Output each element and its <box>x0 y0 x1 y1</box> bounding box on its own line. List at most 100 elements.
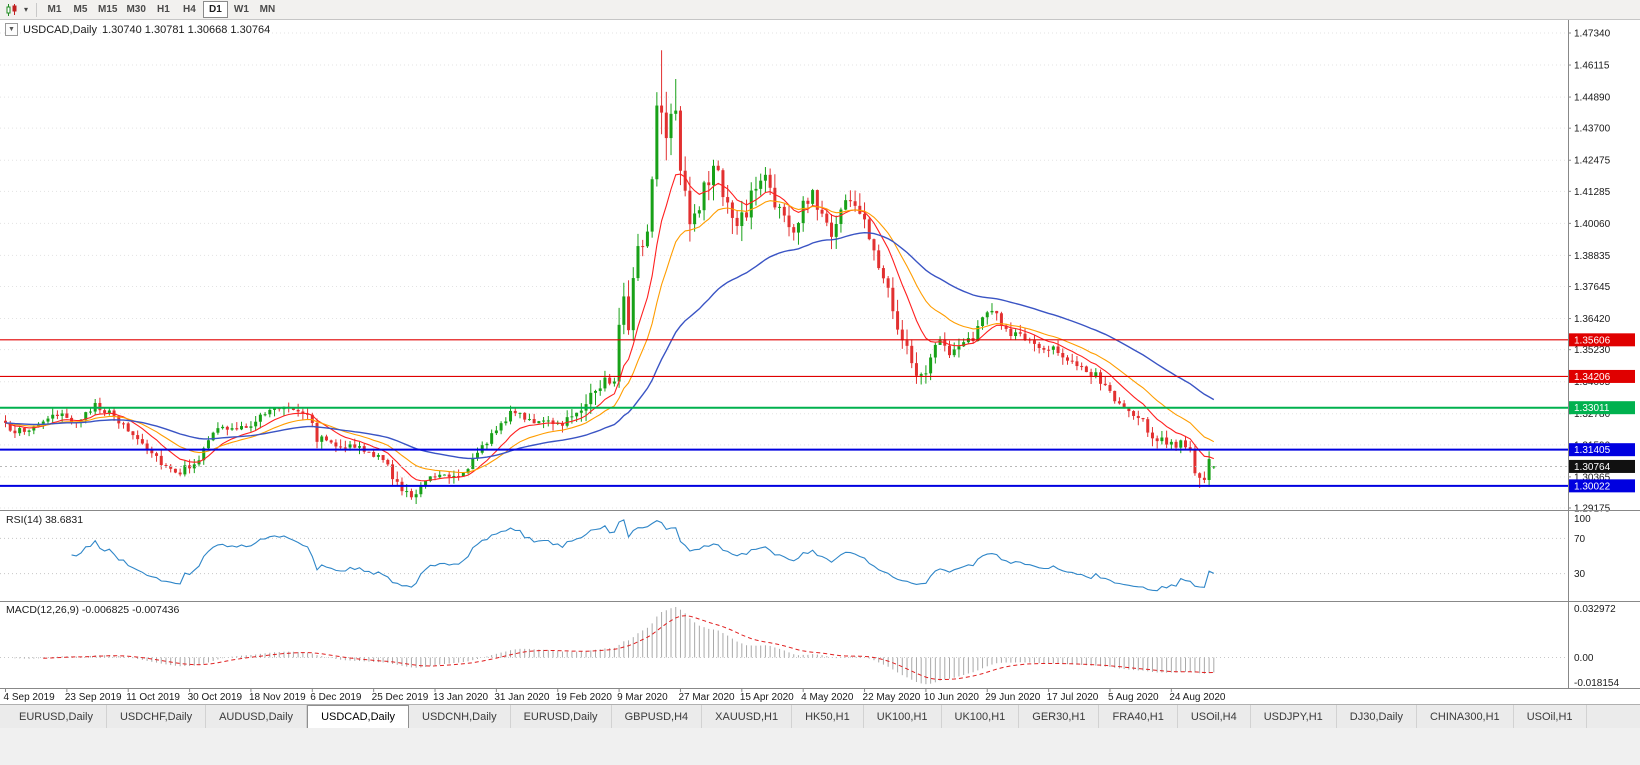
chart-tab-usoil-h4[interactable]: USOil,H4 <box>1177 705 1251 728</box>
timeframe-button-m15[interactable]: M15 <box>98 4 118 15</box>
chart-region: 1.47340 1.46115 1.44890 1.43700 1.42475 1.412… <box>0 20 1640 704</box>
chart-tab-usdcad-daily[interactable]: USDCAD,Daily <box>307 705 410 728</box>
price-axis-label: 1.38835 <box>1574 251 1611 262</box>
date-label: 15 Apr 2020 <box>740 692 794 703</box>
svg-text:1.31405: 1.31405 <box>1574 445 1611 456</box>
ma-fast-line <box>5 173 1215 482</box>
date-label: 5 Aug 2020 <box>1108 692 1159 703</box>
date-label: 18 Nov 2019 <box>249 692 306 703</box>
price-axis-label: 1.35230 <box>1574 345 1611 356</box>
toolbar-separator <box>36 2 37 17</box>
price-axis-label: 1.43700 <box>1574 124 1611 135</box>
macd-histogram <box>14 606 1215 685</box>
price-axis-label: 1.42475 <box>1574 156 1611 167</box>
one-click-trading-toggle[interactable]: ▼ <box>5 23 18 36</box>
date-label: 27 Mar 2020 <box>678 692 735 703</box>
chart-ohlc-values: 1.30740 1.30781 1.30668 1.30764 <box>101 23 271 36</box>
price-axis-label: 1.46115 <box>1574 61 1610 72</box>
svg-text:1.30022: 1.30022 <box>1574 481 1611 492</box>
chart-tabbar: EURUSD,Daily USDCHF,Daily AUDUSD,Daily USDC… <box>0 704 1640 728</box>
chart-tab-usdchf-daily[interactable]: USDCHF,Daily <box>106 705 207 728</box>
ma-mid-line <box>5 200 1215 474</box>
date-label: 17 Jul 2020 <box>1047 692 1099 703</box>
rsi-axis-label: 100 <box>1574 514 1591 525</box>
chart-tab-usdcnh-daily[interactable]: USDCNH,Daily <box>409 705 511 728</box>
candlestick-chart-icon <box>6 3 17 16</box>
chart-tab-fra40-h1[interactable]: FRA40,H1 <box>1099 705 1178 728</box>
svg-text:1.30764: 1.30764 <box>1574 462 1611 473</box>
price-badge: 1.30764 <box>1569 459 1635 473</box>
chart-tab-xauusd-h1[interactable]: XAUUSD,H1 <box>702 705 793 728</box>
price-axis-label: 1.41285 <box>1574 187 1611 198</box>
date-label: 13 Jan 2020 <box>433 692 488 703</box>
price-axis-label: 1.37645 <box>1574 282 1611 293</box>
chart-tab-audusd-daily[interactable]: AUDUSD,Daily <box>206 705 308 728</box>
timeframe-button-d1[interactable]: D1 <box>202 1 228 18</box>
chart-tab-hk50-h1[interactable]: HK50,H1 <box>792 705 864 728</box>
date-label: 4 Sep 2019 <box>4 692 56 703</box>
price-chart-canvas[interactable]: 1.47340 1.46115 1.44890 1.43700 1.42475 1.412… <box>0 20 1640 704</box>
date-label: 30 Oct 2019 <box>188 692 243 703</box>
price-grid: 1.47340 1.46115 1.44890 1.43700 1.42475 1.412… <box>0 29 1611 515</box>
rsi-axis-label: 70 <box>1574 534 1586 545</box>
price-axis-label: 1.30365 <box>1574 472 1611 483</box>
svg-text:1.33011: 1.33011 <box>1574 403 1610 414</box>
chart-tab-eurusd-daily[interactable]: EURUSD,Daily <box>6 705 107 728</box>
date-label: 23 Sep 2019 <box>65 692 122 703</box>
price-badge: 1.34206 <box>1569 369 1635 383</box>
date-label: 22 May 2020 <box>863 692 921 703</box>
timeframe-button-h1[interactable]: H1 <box>157 4 170 15</box>
status-strip <box>0 728 1640 765</box>
chart-tab-ger30-h1[interactable]: GER30,H1 <box>1019 705 1100 728</box>
date-label: 4 May 2020 <box>801 692 854 703</box>
chart-tab-dj30-daily[interactable]: DJ30,Daily <box>1336 705 1417 728</box>
price-badge: 1.30022 <box>1569 479 1635 493</box>
macd-axis-label: 0.00 <box>1574 653 1594 664</box>
chart-tab-usdjpy-h1[interactable]: USDJPY,H1 <box>1250 705 1337 728</box>
timeframe-toolbar: ▾ M1 M5 M15 M30 H1 H4 D1 W1 MN <box>0 0 1640 20</box>
macd-axis-label: 0.032972 <box>1574 604 1616 615</box>
price-axis-label: 1.44890 <box>1574 93 1611 104</box>
chart-tab-eurusd-daily[interactable]: EURUSD,Daily <box>510 705 612 728</box>
date-label: 29 Jun 2020 <box>985 692 1040 703</box>
timeframe-button-w1[interactable]: W1 <box>233 4 249 15</box>
macd-indicator-label: MACD(12,26,9) -0.006825 -0.007436 <box>6 604 180 616</box>
rsi-axis-label: 30 <box>1574 569 1586 580</box>
chart-symbol-period: USDCAD,Daily <box>23 23 97 36</box>
chart-tab-gbpusd-h4[interactable]: GBPUSD,H4 <box>611 705 703 728</box>
timeframe-button-m1[interactable]: M1 <box>47 4 62 15</box>
chevron-down-icon[interactable]: ▾ <box>23 5 28 14</box>
chart-type-button[interactable] <box>3 2 21 18</box>
chart-tab-uk100-h1[interactable]: UK100,H1 <box>941 705 1020 728</box>
timeframe-button-m5[interactable]: M5 <box>73 4 88 15</box>
date-label: 11 Oct 2019 <box>126 692 180 703</box>
price-badge: 1.33011 <box>1569 401 1635 415</box>
date-label: 6 Dec 2019 <box>310 692 362 703</box>
date-label: 25 Dec 2019 <box>372 692 429 703</box>
price-badge: 1.35606 <box>1569 333 1635 347</box>
price-axis-label: 1.32780 <box>1574 409 1611 420</box>
timeframe-button-mn[interactable]: MN <box>259 4 276 15</box>
timeframe-button-h4[interactable]: H4 <box>183 4 196 15</box>
timeframe-buttons: M1 M5 M15 M30 H1 H4 D1 W1 MN <box>42 1 280 18</box>
date-label: 9 Mar 2020 <box>617 692 668 703</box>
rsi-line <box>71 519 1215 592</box>
timeframe-button-m30[interactable]: M30 <box>126 4 146 15</box>
date-label: 10 Jun 2020 <box>924 692 979 703</box>
price-axis-label: 1.36420 <box>1574 314 1611 325</box>
price-badge: 1.31405 <box>1569 443 1635 457</box>
svg-text:1.34206: 1.34206 <box>1574 372 1611 383</box>
chart-tab-usoil-h1[interactable]: USOil,H1 <box>1513 705 1587 728</box>
price-axis-label: 1.47340 <box>1574 29 1611 40</box>
price-axis-label: 1.40060 <box>1574 219 1611 230</box>
date-label: 19 Feb 2020 <box>556 692 613 703</box>
chart-tab-uk100-h1[interactable]: UK100,H1 <box>863 705 942 728</box>
macd-axis-label: -0.018154 <box>1574 678 1619 689</box>
macd-signal-line <box>43 615 1214 680</box>
ma-slow-line <box>5 231 1215 460</box>
date-label: 24 Aug 2020 <box>1169 692 1226 703</box>
price-axis-label: 1.29175 <box>1574 504 1611 515</box>
date-label: 31 Jan 2020 <box>494 692 549 703</box>
chart-tab-china300-h1[interactable]: CHINA300,H1 <box>1416 705 1514 728</box>
chart-title: ▼ USDCAD,Daily 1.30740 1.30781 1.30668 1… <box>5 23 270 36</box>
